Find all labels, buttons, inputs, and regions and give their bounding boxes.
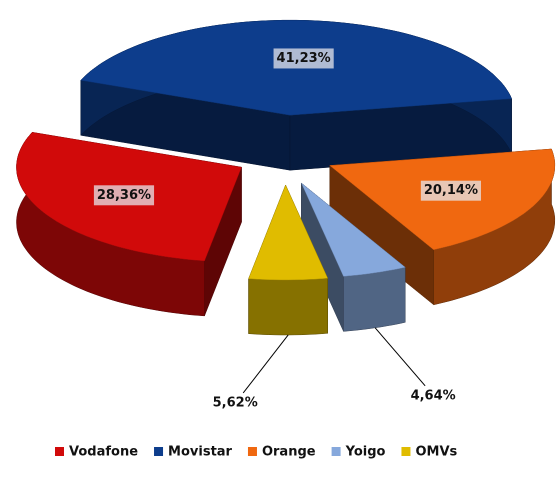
slice-top: [301, 182, 406, 277]
slice: [248, 184, 329, 336]
legend-swatch: [401, 447, 411, 456]
label-box: [93, 185, 155, 206]
leader-line: [242, 334, 289, 394]
data-label: 41,23%: [277, 51, 331, 66]
legend-label: Vodafone: [69, 445, 138, 460]
legend-label: OMVs: [415, 445, 457, 460]
slice: [80, 19, 512, 171]
slice-top: [248, 184, 329, 281]
legend-label: Yoigo: [345, 445, 386, 460]
legend-swatch: [247, 447, 257, 456]
slice-wall: [248, 278, 328, 336]
legend-label: Orange: [262, 445, 316, 460]
slice-wall: [343, 266, 406, 332]
legend-swatch: [331, 447, 341, 456]
label-box: [273, 48, 334, 69]
data-label: 5,62%: [213, 395, 258, 410]
leader-line: [374, 327, 426, 387]
data-label: 20,14%: [424, 183, 478, 198]
slice: [301, 182, 406, 332]
data-label: 28,36%: [97, 188, 151, 203]
slice: [16, 131, 242, 317]
legend-swatch: [154, 447, 164, 456]
label-box: [420, 180, 481, 201]
data-label: 4,64%: [411, 388, 456, 403]
legend-swatch: [55, 447, 64, 456]
legend-label: Movistar: [168, 445, 233, 460]
